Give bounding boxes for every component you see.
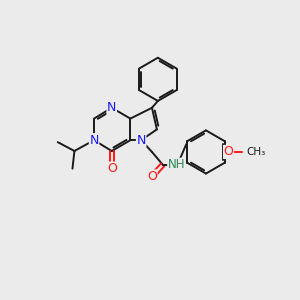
Text: NH: NH bbox=[168, 158, 185, 171]
Text: N: N bbox=[107, 101, 116, 114]
Text: O: O bbox=[224, 146, 233, 158]
Text: O: O bbox=[147, 170, 157, 183]
Text: N: N bbox=[89, 134, 99, 147]
Text: N: N bbox=[136, 134, 146, 147]
Text: O: O bbox=[107, 162, 117, 175]
Text: CH₃: CH₃ bbox=[246, 147, 266, 157]
